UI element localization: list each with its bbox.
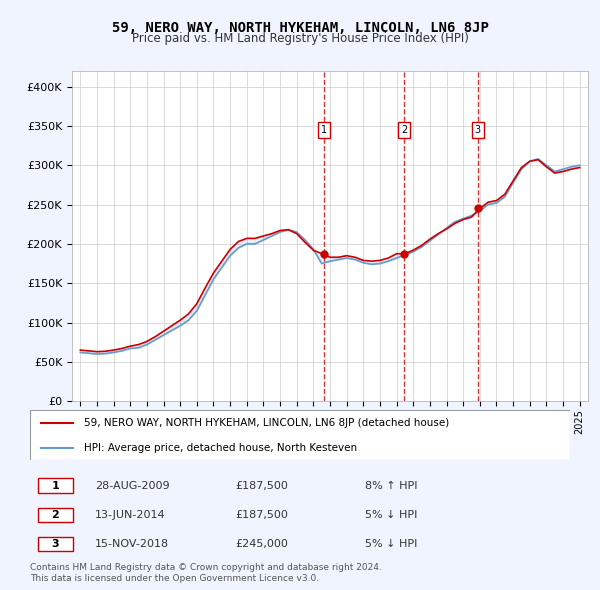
Text: 5% ↓ HPI: 5% ↓ HPI bbox=[365, 539, 417, 549]
Text: Price paid vs. HM Land Registry's House Price Index (HPI): Price paid vs. HM Land Registry's House … bbox=[131, 32, 469, 45]
FancyBboxPatch shape bbox=[38, 478, 73, 493]
Text: 2: 2 bbox=[401, 125, 407, 135]
Text: 8% ↑ HPI: 8% ↑ HPI bbox=[365, 481, 418, 490]
Text: HPI: Average price, detached house, North Kesteven: HPI: Average price, detached house, Nort… bbox=[84, 442, 357, 453]
Text: £245,000: £245,000 bbox=[235, 539, 288, 549]
FancyBboxPatch shape bbox=[38, 507, 73, 522]
Text: 2: 2 bbox=[52, 510, 59, 520]
Text: 59, NERO WAY, NORTH HYKEHAM, LINCOLN, LN6 8JP (detached house): 59, NERO WAY, NORTH HYKEHAM, LINCOLN, LN… bbox=[84, 418, 449, 428]
Text: 3: 3 bbox=[475, 125, 481, 135]
FancyBboxPatch shape bbox=[38, 537, 73, 551]
Text: 5% ↓ HPI: 5% ↓ HPI bbox=[365, 510, 417, 520]
Text: Contains HM Land Registry data © Crown copyright and database right 2024.
This d: Contains HM Land Registry data © Crown c… bbox=[30, 563, 382, 583]
FancyBboxPatch shape bbox=[30, 410, 570, 460]
Text: 59, NERO WAY, NORTH HYKEHAM, LINCOLN, LN6 8JP: 59, NERO WAY, NORTH HYKEHAM, LINCOLN, LN… bbox=[112, 21, 488, 35]
Text: £187,500: £187,500 bbox=[235, 481, 288, 490]
Text: £187,500: £187,500 bbox=[235, 510, 288, 520]
Text: 15-NOV-2018: 15-NOV-2018 bbox=[95, 539, 169, 549]
Text: 28-AUG-2009: 28-AUG-2009 bbox=[95, 481, 169, 490]
Text: 3: 3 bbox=[52, 539, 59, 549]
Text: 1: 1 bbox=[321, 125, 328, 135]
Text: 1: 1 bbox=[52, 481, 59, 490]
Text: 13-JUN-2014: 13-JUN-2014 bbox=[95, 510, 166, 520]
